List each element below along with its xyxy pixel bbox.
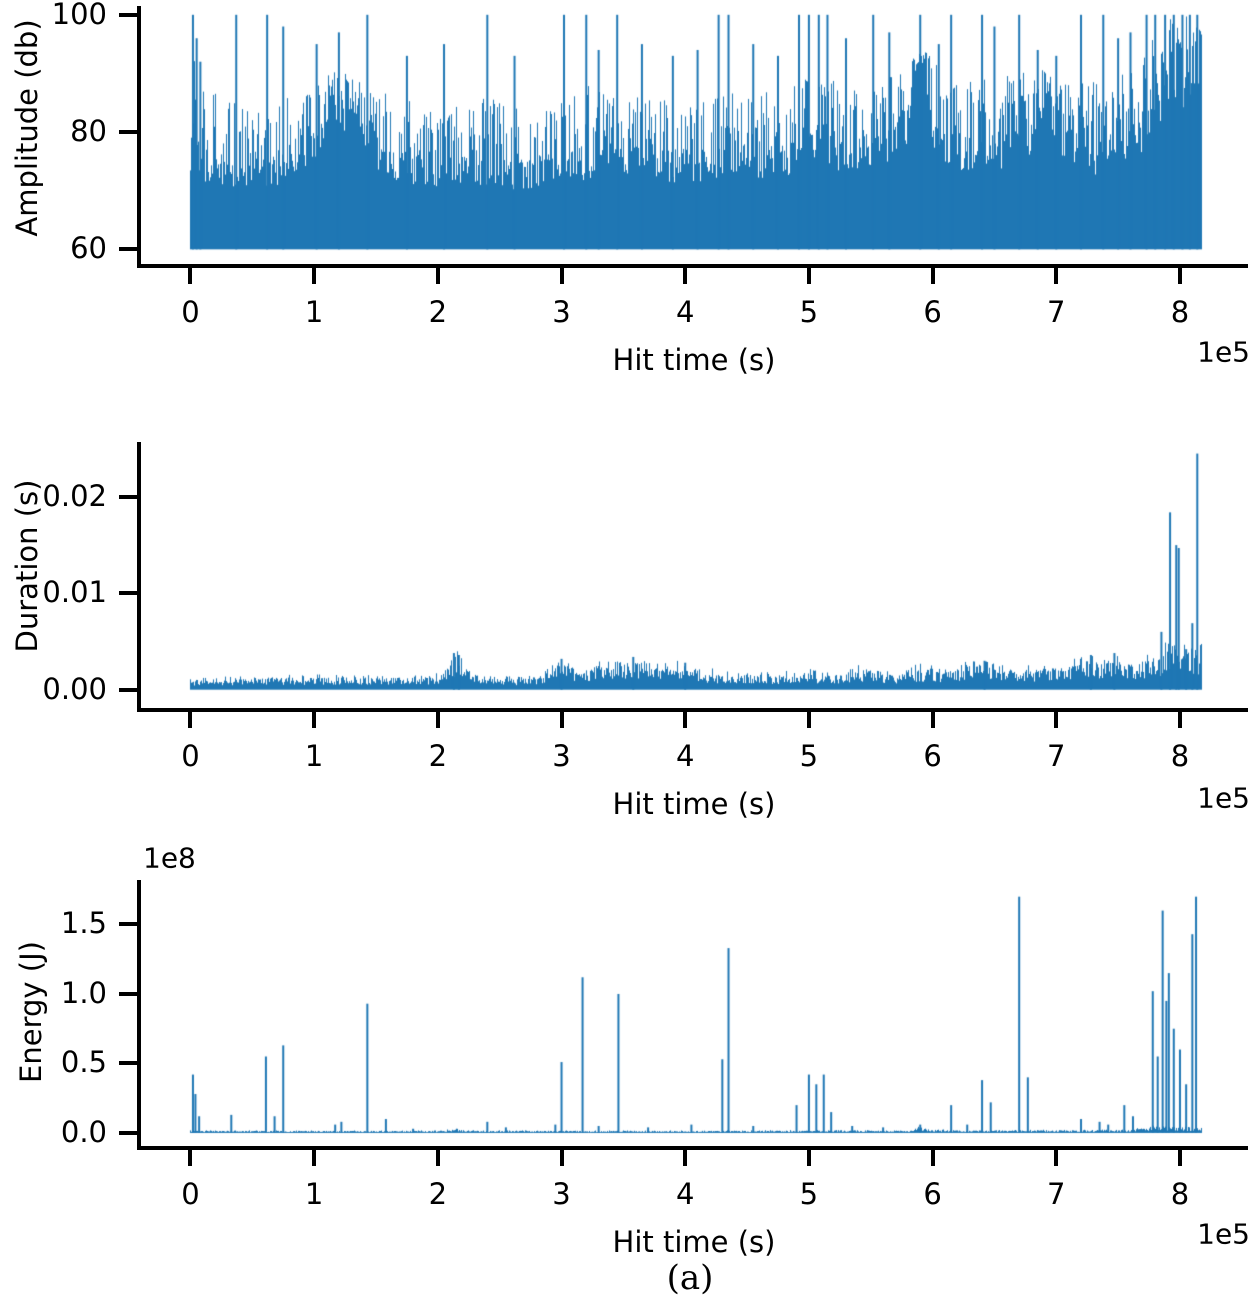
x-tick-label: 6 bbox=[923, 1177, 942, 1211]
energy-x-scale-offset: 1e5 bbox=[1197, 1217, 1250, 1251]
y-tick-label: 60 bbox=[70, 231, 107, 266]
x-tick-mark bbox=[930, 712, 935, 728]
x-tick-mark bbox=[559, 268, 564, 284]
x-tick-label: 5 bbox=[799, 739, 819, 773]
x-tick-mark bbox=[683, 712, 688, 728]
x-tick-mark bbox=[1177, 268, 1182, 284]
x-tick-mark bbox=[1054, 712, 1059, 728]
y-tick-mark bbox=[119, 12, 137, 17]
x-tick-mark bbox=[188, 712, 193, 728]
x-tick-label: 7 bbox=[1047, 739, 1066, 773]
x-tick-label: 8 bbox=[1170, 739, 1190, 773]
x-tick-mark bbox=[559, 712, 564, 728]
y-axis-spine bbox=[137, 442, 141, 712]
y-tick-mark bbox=[119, 591, 137, 596]
x-tick-label: 7 bbox=[1047, 295, 1066, 329]
y-tick-label: 0.00 bbox=[42, 671, 107, 706]
x-tick-label: 0 bbox=[181, 739, 200, 773]
x-tick-mark bbox=[312, 712, 317, 728]
y-tick-label: 0.01 bbox=[42, 575, 107, 610]
x-tick-mark bbox=[683, 1150, 688, 1166]
x-tick-mark bbox=[683, 268, 688, 284]
y-tick-label: 80 bbox=[70, 114, 107, 149]
y-tick-label: 1.5 bbox=[60, 906, 107, 941]
energy-chart-canvas bbox=[141, 880, 1248, 1146]
x-tick-label: 3 bbox=[552, 1177, 571, 1211]
x-tick-label: 4 bbox=[675, 739, 695, 773]
x-tick-mark bbox=[312, 1150, 317, 1166]
x-tick-mark bbox=[435, 712, 440, 728]
y-tick-mark bbox=[119, 687, 137, 692]
energy-y-scale-offset: 1e8 bbox=[143, 841, 196, 875]
x-tick-label: 0 bbox=[181, 295, 200, 329]
x-tick-label: 3 bbox=[552, 739, 571, 773]
x-tick-label: 2 bbox=[428, 1177, 448, 1211]
y-tick-mark bbox=[119, 991, 137, 996]
y-tick-label: 0.0 bbox=[60, 1114, 107, 1149]
amplitude-chart-canvas bbox=[141, 6, 1248, 264]
y-tick-label: 1.0 bbox=[60, 976, 107, 1011]
y-tick-mark bbox=[119, 130, 137, 135]
x-tick-mark bbox=[312, 268, 317, 284]
x-axis-spine bbox=[137, 264, 1248, 268]
y-axis-spine bbox=[137, 6, 141, 268]
x-tick-mark bbox=[559, 1150, 564, 1166]
x-axis-spine bbox=[137, 708, 1248, 712]
x-tick-mark bbox=[806, 268, 811, 284]
x-tick-label: 6 bbox=[923, 739, 942, 773]
x-tick-mark bbox=[188, 1150, 193, 1166]
duration-x-scale-offset: 1e5 bbox=[1197, 781, 1250, 815]
x-tick-label: 2 bbox=[428, 295, 448, 329]
y-tick-label: 0.02 bbox=[42, 478, 107, 513]
x-tick-label: 4 bbox=[675, 1177, 695, 1211]
x-tick-label: 8 bbox=[1170, 1177, 1190, 1211]
x-tick-label: 1 bbox=[304, 1177, 324, 1211]
amplitude-x-axis-label: Hit time (s) bbox=[612, 343, 776, 377]
x-tick-label: 8 bbox=[1170, 295, 1190, 329]
x-tick-label: 3 bbox=[552, 295, 571, 329]
x-tick-mark bbox=[1177, 1150, 1182, 1166]
energy-y-axis-label: Energy (J) bbox=[14, 941, 48, 1083]
x-tick-mark bbox=[1177, 712, 1182, 728]
y-tick-mark bbox=[119, 494, 137, 499]
x-tick-mark bbox=[930, 268, 935, 284]
x-tick-mark bbox=[806, 1150, 811, 1166]
x-tick-label: 1 bbox=[304, 739, 324, 773]
amplitude-x-scale-offset: 1e5 bbox=[1197, 335, 1250, 369]
y-tick-mark bbox=[119, 922, 137, 927]
y-tick-mark bbox=[119, 1061, 137, 1066]
energy-x-axis-label: Hit time (s) bbox=[612, 1225, 776, 1259]
x-tick-label: 5 bbox=[799, 295, 819, 329]
x-tick-label: 5 bbox=[799, 1177, 819, 1211]
duration-x-axis-label: Hit time (s) bbox=[612, 787, 776, 821]
x-tick-label: 2 bbox=[428, 739, 448, 773]
x-tick-mark bbox=[435, 268, 440, 284]
y-tick-mark bbox=[119, 1130, 137, 1135]
x-tick-label: 4 bbox=[675, 295, 695, 329]
x-tick-mark bbox=[806, 712, 811, 728]
x-axis-spine bbox=[137, 1146, 1248, 1150]
y-axis-spine bbox=[137, 880, 141, 1150]
figure-caption: (a) bbox=[666, 1258, 714, 1298]
y-tick-label: 100 bbox=[51, 0, 107, 31]
duration-chart-canvas bbox=[141, 442, 1248, 708]
x-tick-mark bbox=[1054, 1150, 1059, 1166]
x-tick-mark bbox=[930, 1150, 935, 1166]
x-tick-label: 7 bbox=[1047, 1177, 1066, 1211]
x-tick-mark bbox=[188, 268, 193, 284]
x-tick-mark bbox=[435, 1150, 440, 1166]
y-tick-mark bbox=[119, 247, 137, 252]
x-tick-label: 0 bbox=[181, 1177, 200, 1211]
x-tick-label: 6 bbox=[923, 295, 942, 329]
y-tick-label: 0.5 bbox=[60, 1045, 107, 1080]
x-tick-mark bbox=[1054, 268, 1059, 284]
x-tick-label: 1 bbox=[304, 295, 324, 329]
